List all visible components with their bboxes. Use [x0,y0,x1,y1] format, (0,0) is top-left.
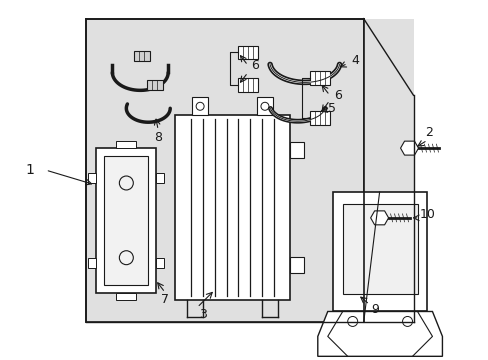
Bar [104,156,148,285]
Bar [238,45,258,59]
Bar [156,173,164,183]
Bar [175,115,289,300]
Bar [238,78,258,92]
Text: 9: 9 [371,303,379,316]
Bar [134,51,150,62]
Text: 1: 1 [25,163,34,177]
Polygon shape [370,211,388,225]
Bar [332,192,427,311]
Bar [342,204,417,293]
Bar [88,258,96,268]
Text: 6: 6 [250,59,258,72]
Text: 10: 10 [419,208,434,221]
Bar [192,97,208,115]
Bar [86,19,363,323]
Bar [156,258,164,268]
Bar [147,80,163,90]
Bar [289,142,303,158]
Text: 7: 7 [161,293,169,306]
Polygon shape [363,19,413,323]
Text: 5: 5 [327,102,335,115]
Text: 8: 8 [154,131,162,144]
Text: 3: 3 [199,308,206,321]
Bar [289,257,303,273]
Text: 2: 2 [425,126,432,139]
Bar [96,148,156,293]
Bar [256,97,272,115]
Text: 6: 6 [333,89,341,102]
Bar [309,111,329,125]
Bar [116,141,136,148]
Text: 4: 4 [351,54,359,67]
Bar [116,293,136,300]
Polygon shape [400,141,418,155]
Bar [309,71,329,85]
Polygon shape [317,311,442,356]
Bar [88,173,96,183]
